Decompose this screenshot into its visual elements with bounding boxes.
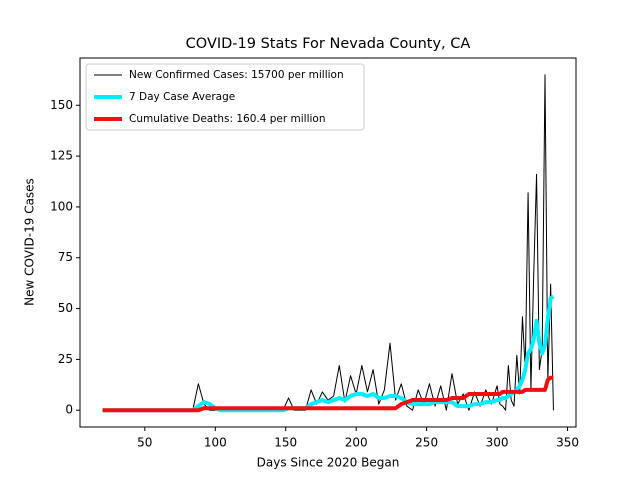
x-axis-label: Days Since 2020 Began <box>257 456 400 470</box>
x-tick-label: 250 <box>415 436 438 450</box>
y-tick-label: 0 <box>65 403 73 417</box>
x-tick-label: 300 <box>486 436 509 450</box>
y-tick-label: 50 <box>58 301 73 315</box>
legend-label: New Confirmed Cases: 15700 per million <box>129 69 344 81</box>
x-tick-label: 200 <box>345 436 368 450</box>
x-tick-label: 350 <box>556 436 579 450</box>
y-tick-label: 75 <box>58 250 73 264</box>
series-line <box>102 375 554 413</box>
x-tick-label: 150 <box>274 436 297 450</box>
x-tick-label: 50 <box>137 436 152 450</box>
y-tick-label: 150 <box>50 98 73 112</box>
chart-title: COVID-19 Stats For Nevada County, CA <box>186 36 471 52</box>
y-tick-label: 25 <box>58 352 73 366</box>
x-tick-label: 100 <box>204 436 227 450</box>
y-tick-label: 125 <box>50 149 73 163</box>
axes-frame <box>79 57 577 428</box>
legend-label: 7 Day Case Average <box>129 91 235 103</box>
legend-box <box>85 63 365 131</box>
legend-label: Cumulative Deaths: 160.4 per million <box>129 113 326 125</box>
y-tick-label: 100 <box>50 199 73 213</box>
y-axis-label: New COVID-19 Cases <box>23 178 37 306</box>
